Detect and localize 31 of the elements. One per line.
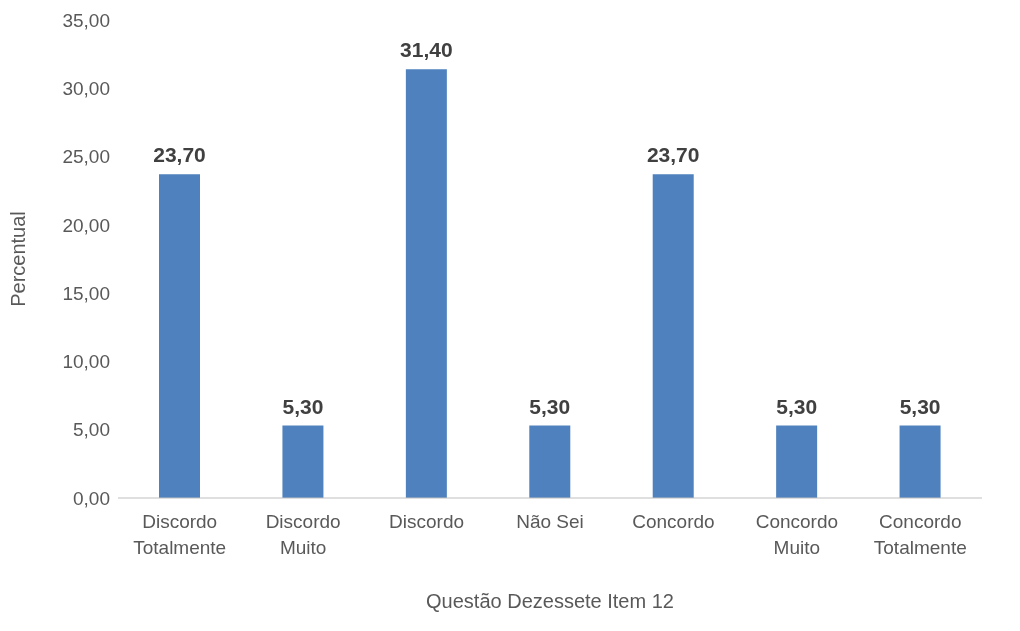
- x-tick-label: Discordo Muito: [265, 511, 341, 558]
- data-label: 31,40: [400, 38, 453, 62]
- data-label: 5,30: [899, 394, 941, 418]
- y-tick-label: 25,00: [62, 146, 110, 168]
- y-tick-label: 0,00: [73, 487, 110, 509]
- y-tick-label: 15,00: [62, 282, 110, 304]
- y-tick-label: 35,00: [62, 9, 110, 31]
- x-tick-label: Concordo: [632, 511, 715, 532]
- y-tick-label: 10,00: [62, 351, 110, 373]
- x-tick-label: Concordo Muito: [755, 511, 839, 558]
- y-axis-title: Percentual: [7, 211, 30, 307]
- data-label: 23,70: [153, 143, 206, 167]
- bar: [899, 425, 941, 498]
- bar: [159, 174, 200, 498]
- bar: [282, 425, 324, 498]
- bar: [405, 69, 447, 498]
- y-tick-label: 30,00: [62, 78, 110, 100]
- data-label: 5,30: [776, 394, 818, 418]
- x-axis-title: Questão Dezessete Item 12: [426, 590, 674, 612]
- x-tick-label: Discordo: [389, 511, 465, 532]
- data-label: 23,70: [646, 143, 700, 167]
- x-tick-label: Discordo Totalmente: [133, 511, 227, 558]
- data-label: 5,30: [282, 394, 324, 418]
- x-tick-label: Não Sei: [516, 511, 584, 532]
- bar: [529, 425, 571, 498]
- y-tick-label: 20,00: [62, 214, 110, 236]
- y-tick-label: 5,00: [73, 419, 110, 441]
- bar: [776, 425, 818, 498]
- bar: [652, 174, 694, 498]
- data-label: 5,30: [529, 394, 571, 418]
- x-tick-label: Concordo Totalmente: [873, 511, 967, 558]
